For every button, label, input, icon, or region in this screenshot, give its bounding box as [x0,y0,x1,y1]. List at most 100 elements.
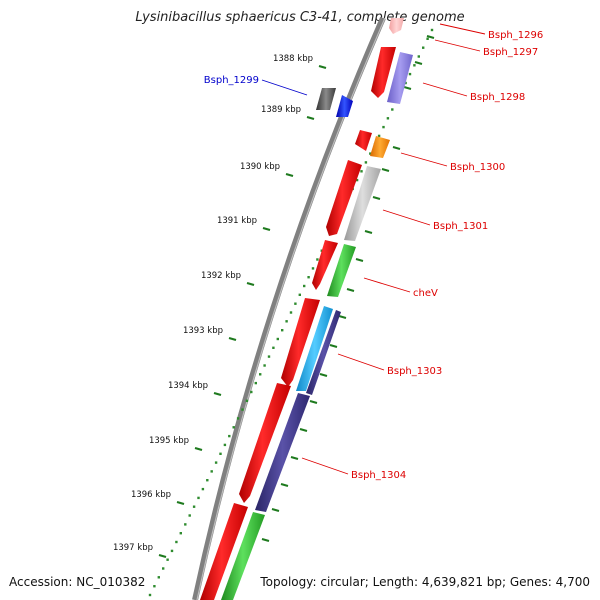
ring-tick [299,428,308,432]
ruler-dot [426,37,429,40]
accession-text: Accession: NC_010382 [9,575,146,589]
ruler-dot [250,390,253,394]
ruler-tick [262,226,271,232]
ruler-dot [170,549,174,553]
gene-label-bsph-1304[interactable]: Bsph_1304 [351,470,406,481]
ruler-dot [413,64,416,67]
gene-bottom-reverse[interactable] [221,512,265,600]
ruler-dot [430,28,434,32]
gene-bsph-1300[interactable] [370,136,390,158]
gene-bsph-1298[interactable] [387,52,413,104]
gene-bsph-1303-strand[interactable] [306,310,341,395]
ruler-dot [241,408,244,411]
gene-bsph-1304[interactable] [255,393,310,512]
gene-label-bsph-1298[interactable]: Bsph_1298 [470,92,525,103]
gene-bsph-1297[interactable] [371,47,396,98]
gene-bsph-1299-neighbor[interactable] [316,88,336,110]
ruler-dot [232,426,235,429]
gene-label-chev[interactable]: cheV [413,288,438,299]
ring-tick [355,258,364,262]
gene-bsph-1300-neighbor[interactable] [355,130,372,151]
ruler-dot [369,152,372,155]
ruler-dot [417,55,420,58]
ruler-dot [157,576,160,579]
ruler-dot [316,258,319,261]
tick-label: 1397 kbp [113,543,153,553]
ruler-dot [254,381,257,385]
ring-tick [280,483,289,487]
ruler-tick [158,553,167,559]
ruler-dot [294,302,297,305]
tick-label: 1394 kbp [168,381,208,391]
ruler-dot [311,267,315,270]
ruler-dot [281,329,284,332]
ruler-dot [307,276,310,279]
tick-label: 1389 kbp [261,105,301,115]
ruler-dot [360,170,363,173]
ring-tick [309,400,318,404]
ruler-dot [404,81,407,85]
gene-bsph-1296[interactable] [389,18,404,34]
tick-label: 1395 kbp [149,436,189,446]
ruler-dot [184,523,187,526]
ring-tick [403,86,412,90]
gene-chev-forward[interactable] [312,240,338,290]
ring-tick [372,196,381,200]
ruler-dot [236,417,240,420]
ruler: 1388 kbp 1389 kbp 1390 kbp 1391 kbp 1392 kbp… [113,28,435,597]
gene-bsph-1303-forward[interactable] [281,298,320,387]
gene-bsph-1301-forward[interactable] [326,160,362,236]
ring-tick [381,168,390,172]
gene-bsph-1301[interactable] [344,166,381,241]
ruler-dot [272,346,275,349]
ruler-dot [228,434,231,438]
ruler-dot [201,487,205,491]
gene-chev[interactable] [327,244,356,297]
gene-bsph-1299[interactable] [336,95,353,117]
ruler-dot [298,293,301,296]
gene-label-bsph-1299[interactable]: Bsph_1299 [204,75,259,86]
ruler-dot [276,337,279,341]
ruler-dot [214,461,218,464]
tick-label: 1388 kbp [273,54,313,64]
ring-tick [414,61,423,65]
gene-label-bsph-1303[interactable]: Bsph_1303 [387,366,442,377]
ruler-dot [303,284,306,288]
ruler-tick [228,336,237,342]
ruler-dot [391,108,394,111]
gene-bottom-forward[interactable] [200,503,248,600]
ruler-dot [153,585,156,588]
genome-summary-text: Topology: circular; Length: 4,639,821 bp… [260,575,590,589]
gene-label-bsph-1297[interactable]: Bsph_1297 [483,47,538,58]
ruler-dot [289,311,293,314]
gene-label-bsph-1297-leader [434,39,481,52]
gene-bsph-1304-forward[interactable] [239,383,291,503]
gene-label-bsph-1300[interactable]: Bsph_1300 [450,162,505,173]
ruler-tick [194,446,203,452]
ruler-dot [285,320,288,323]
tick-label: 1396 kbp [131,490,171,500]
genome-backbone-highlight [196,17,386,600]
ruler-dot [192,505,196,508]
gene-label-bsph-1296[interactable]: Bsph_1296 [488,30,543,41]
ruler-dot [259,373,262,376]
ruler-tick [285,172,294,178]
gene-bsph-1303[interactable] [296,306,333,391]
ruler-dot [386,117,390,120]
gene-label-bsph-1299-leader [261,79,308,96]
gene-label-bsph-1301-leader [382,209,431,226]
gene-label-bsph-1301[interactable]: Bsph_1301 [433,221,488,232]
tick-label: 1391 kbp [217,216,257,226]
gene-label-bsph-1298-leader [422,82,468,97]
ruler-dot [210,470,213,473]
ruler-dot [377,134,381,138]
ruler-tick [306,115,315,121]
ruler-dot [245,399,249,402]
gene-label-bsph-1303-leader [337,353,385,371]
tick-label: 1392 kbp [201,271,241,281]
ruler-dot [162,567,165,570]
ruler-dot [408,72,412,76]
ruler-tick [246,281,255,287]
ruler-dot [166,558,169,561]
